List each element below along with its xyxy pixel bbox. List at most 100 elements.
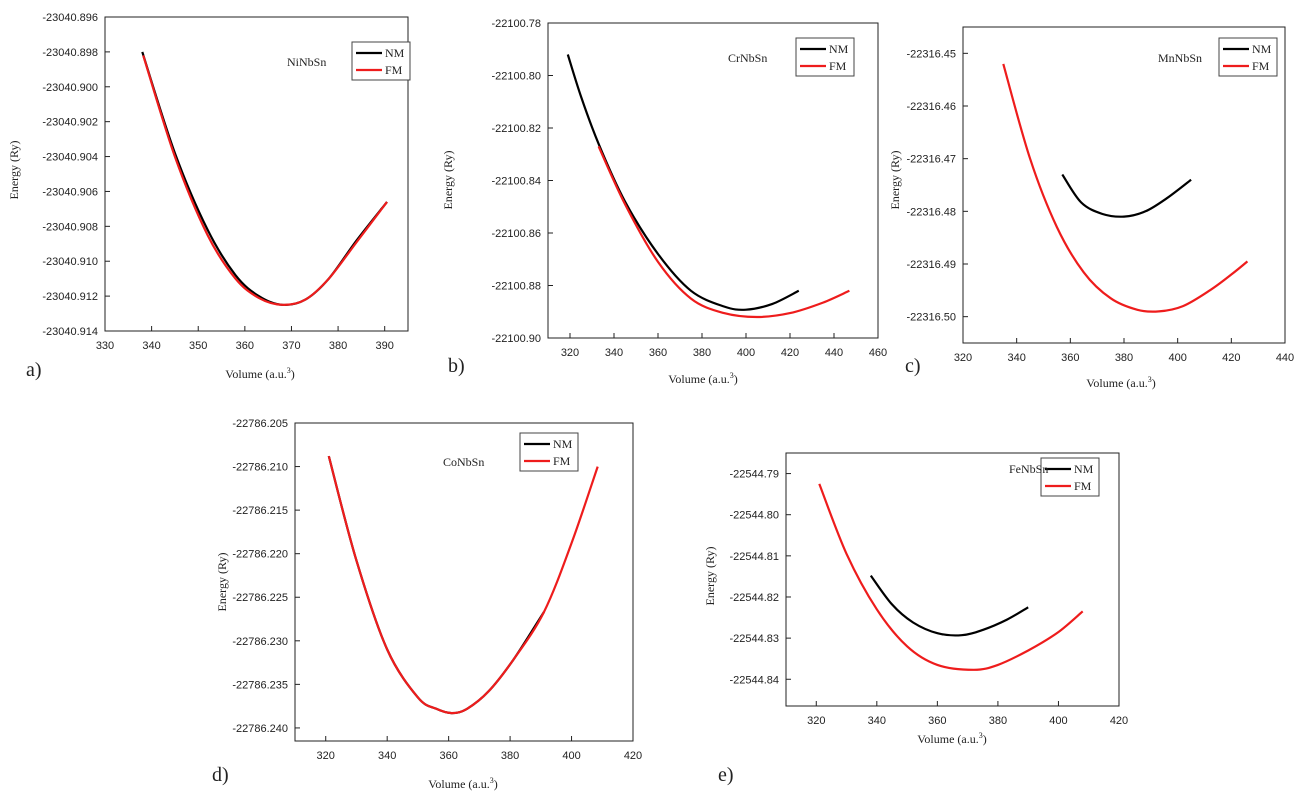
x-tick-label: 400 bbox=[737, 347, 755, 359]
plot-frame bbox=[294, 422, 634, 742]
chart-title: FeNbSn bbox=[1009, 462, 1048, 476]
legend: NM FM bbox=[1218, 37, 1278, 77]
x-tick-label: 360 bbox=[649, 347, 667, 359]
chart-title: NiNbSn bbox=[287, 55, 326, 69]
legend-box bbox=[1040, 457, 1100, 497]
series-line-nm bbox=[1061, 173, 1192, 218]
y-tick-label: -22316.45 bbox=[906, 48, 956, 60]
legend-label-nm: NM bbox=[1252, 42, 1272, 56]
y-tick-label: -22786.220 bbox=[232, 549, 288, 561]
y-tick-label: -22100.90 bbox=[491, 333, 541, 345]
x-tick-label: 360 bbox=[236, 340, 254, 352]
y-tick-label: -22316.48 bbox=[906, 206, 956, 218]
x-axis-label: Volume (a.u.3) bbox=[917, 731, 986, 746]
series-line-nm bbox=[141, 51, 388, 307]
x-axis-label: Volume (a.u.3) bbox=[1086, 375, 1155, 390]
chart-panel-conbsn: -22786.205 -22786.210 -22786.215 -22786.220… bbox=[212, 418, 642, 791]
x-tick-label: 340 bbox=[1007, 352, 1025, 364]
series-line-fm bbox=[597, 145, 850, 319]
series-line-nm bbox=[327, 455, 545, 715]
panel-letter: c) bbox=[905, 355, 921, 377]
x-tick-label: 360 bbox=[1061, 352, 1079, 364]
series-line-nm bbox=[869, 574, 1029, 637]
y-tick-label: -22100.86 bbox=[491, 228, 541, 240]
y-tick-label: -23040.902 bbox=[42, 117, 98, 129]
y-tick-label: -22316.46 bbox=[906, 101, 956, 113]
legend-label-fm: FM bbox=[385, 63, 403, 77]
y-tick-label: -22786.235 bbox=[232, 679, 288, 691]
y-tick-label: -22786.215 bbox=[232, 505, 288, 517]
x-tick-label: 320 bbox=[954, 352, 972, 364]
chart-panel-mnnbsn: -22316.45 -22316.46 -22316.47 -22316.48 -223… bbox=[888, 26, 1294, 390]
x-axis-label: Volume (a.u.3) bbox=[428, 776, 497, 791]
y-tick-label: -23040.896 bbox=[42, 12, 98, 24]
y-tick-label: -22316.50 bbox=[906, 312, 956, 324]
y-tick-label: -22786.205 bbox=[232, 418, 288, 430]
legend-label-nm: NM bbox=[829, 42, 849, 56]
legend-label-fm: FM bbox=[553, 454, 571, 468]
x-tick-label: 370 bbox=[282, 340, 300, 352]
x-tick-label: 380 bbox=[329, 340, 347, 352]
legend-label-fm: FM bbox=[1074, 479, 1092, 493]
y-tick-label: -23040.908 bbox=[42, 221, 98, 233]
legend-label-fm: FM bbox=[1252, 59, 1270, 73]
legend: NM FM bbox=[351, 41, 411, 81]
y-axis-label: Energy (Ry) bbox=[7, 141, 21, 200]
y-tick-label: -22316.47 bbox=[906, 154, 956, 166]
x-tick-label: 380 bbox=[989, 715, 1007, 727]
chart-panel-ninbsn: -23040.896 -23040.898 -23040.900 -23040.902… bbox=[7, 12, 411, 381]
x-tick-label: 350 bbox=[189, 340, 207, 352]
y-tick-label: -23040.898 bbox=[42, 47, 98, 59]
legend-label-nm: NM bbox=[553, 437, 573, 451]
legend: NM FM bbox=[795, 37, 855, 77]
y-tick-label: -22316.49 bbox=[906, 259, 956, 271]
y-tick-label: -22786.225 bbox=[232, 592, 288, 604]
x-tick-label: 330 bbox=[96, 340, 114, 352]
legend-box bbox=[1218, 37, 1278, 77]
x-tick-label: 380 bbox=[501, 750, 519, 762]
panel-letter: e) bbox=[718, 764, 734, 786]
y-tick-label: -22100.82 bbox=[491, 123, 541, 135]
series-line-fm bbox=[1002, 63, 1249, 313]
y-tick-label: -23040.914 bbox=[42, 326, 98, 338]
legend-label-nm: NM bbox=[1074, 462, 1094, 476]
series-line-fm bbox=[818, 483, 1084, 671]
x-tick-label: 440 bbox=[825, 347, 843, 359]
x-tick-label: 320 bbox=[317, 750, 335, 762]
y-tick-label: -23040.900 bbox=[42, 82, 98, 94]
chart-title: CoNbSn bbox=[443, 455, 484, 469]
legend-label-fm: FM bbox=[829, 59, 847, 73]
plot-frame bbox=[785, 452, 1120, 707]
y-tick-label: -22100.84 bbox=[491, 176, 541, 188]
x-tick-label: 420 bbox=[1110, 715, 1128, 727]
y-tick-label: -22544.82 bbox=[729, 592, 779, 604]
y-axis-label: Energy (Ry) bbox=[441, 151, 455, 210]
y-tick-label: -22786.230 bbox=[232, 636, 288, 648]
y-axis-label: Energy (Ry) bbox=[703, 547, 717, 606]
y-tick-label: -23040.906 bbox=[42, 186, 98, 198]
y-tick-label: -22786.210 bbox=[232, 462, 288, 474]
series-line-fm bbox=[327, 455, 599, 715]
y-tick-label: -23040.912 bbox=[42, 291, 98, 303]
x-tick-label: 420 bbox=[1222, 352, 1240, 364]
plot-frame bbox=[104, 16, 409, 332]
chart-panel-crnbsn: -22100.78 -22100.80 -22100.82 -22100.84 -221… bbox=[441, 18, 887, 386]
y-axis-label: Energy (Ry) bbox=[888, 151, 902, 210]
x-tick-label: 380 bbox=[693, 347, 711, 359]
x-tick-label: 420 bbox=[624, 750, 642, 762]
x-tick-label: 340 bbox=[605, 347, 623, 359]
y-tick-label: -22544.84 bbox=[729, 674, 779, 686]
x-tick-label: 400 bbox=[1168, 352, 1186, 364]
x-tick-label: 400 bbox=[1049, 715, 1067, 727]
y-tick-label: -23040.904 bbox=[42, 152, 98, 164]
y-tick-label: -22544.81 bbox=[729, 551, 779, 563]
y-tick-label: -23040.910 bbox=[42, 256, 98, 268]
x-tick-label: 360 bbox=[439, 750, 457, 762]
y-tick-label: -22544.80 bbox=[729, 510, 779, 522]
chart-title: CrNbSn bbox=[728, 51, 767, 65]
series-line-nm bbox=[566, 54, 800, 311]
x-tick-label: 360 bbox=[928, 715, 946, 727]
y-tick-label: -22100.80 bbox=[491, 71, 541, 83]
chart-panel-fenbsn: -22544.79 -22544.80 -22544.81 -22544.82 -225… bbox=[703, 452, 1128, 786]
x-tick-label: 340 bbox=[378, 750, 396, 762]
